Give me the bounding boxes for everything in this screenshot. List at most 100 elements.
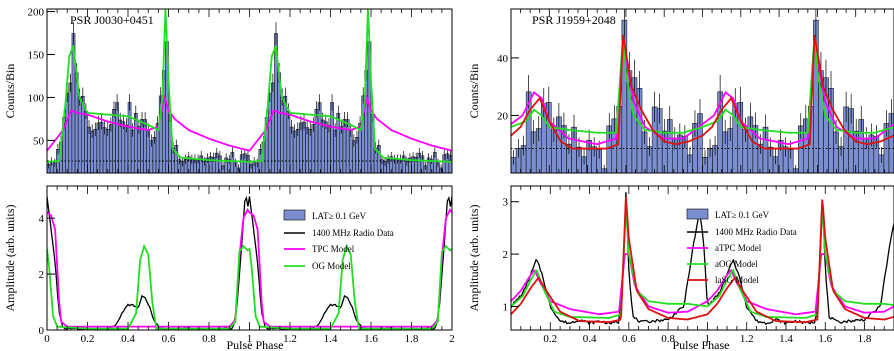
y-tick-label: 20 — [497, 110, 509, 122]
y-tick-label: 100 — [28, 92, 45, 104]
pulsar-label-j0030: PSR J0030+0451 — [70, 13, 154, 27]
x-tick-label: 1.4 — [324, 333, 338, 345]
x-tick-label: 1.2 — [740, 333, 754, 345]
legend-label-tpc: TPC Model — [312, 244, 355, 254]
lat-count-bar — [127, 102, 132, 173]
lat-count-bar — [330, 102, 334, 173]
amplitude-curve-tpc — [47, 208, 452, 328]
xlabel-j1959: Pulse Phase — [673, 338, 730, 351]
lat-count-bar — [342, 119, 347, 173]
lat-count-bar — [68, 82, 73, 173]
x-tick-label: 1.2 — [283, 333, 297, 345]
x-tick-label: 1.6 — [364, 333, 378, 345]
x-tick-label: 0.4 — [121, 333, 135, 345]
lat-count-bar — [96, 122, 101, 173]
y-tick-label: 150 — [28, 50, 45, 62]
x-tick-label: 1.4 — [779, 333, 793, 345]
lat-count-bar — [118, 119, 123, 173]
amplitude-curve-radio — [511, 192, 894, 326]
y-tick-label: 3 — [503, 197, 509, 209]
x-tick-label: 0 — [44, 333, 50, 345]
lat-count-bar — [327, 124, 331, 173]
x-tick-label: 1.8 — [405, 333, 419, 345]
lat-count-bar — [99, 121, 104, 173]
lat-count-bar — [112, 108, 116, 173]
lat-count-bar — [314, 108, 319, 173]
lat-count-bar — [140, 119, 144, 173]
model-curve-sg — [511, 34, 894, 150]
y-tick-label: 2 — [503, 249, 509, 261]
lat-count-bar — [286, 111, 291, 173]
panel-j1959-amplitude: 1 2 3 0.2 0.4 0.6 0.8 1 1.2 1.4 1.6 1.8 — [503, 185, 894, 345]
plot-area — [47, 195, 452, 330]
legend-j1959: LAT≥ 0.1 GeV 1400 MHz Radio Data aTPC Mo… — [686, 208, 797, 285]
legend-label-aog: aOG Model — [715, 259, 758, 269]
x-tick-label: 1 — [705, 333, 711, 345]
plot-area — [47, 9, 452, 173]
lat-count-bar — [336, 113, 341, 173]
plot-area — [511, 192, 894, 326]
amplitude-curve-og — [511, 206, 894, 319]
model-curve-tpc — [47, 93, 452, 152]
y-tick-label: 1 — [503, 301, 509, 313]
lat-count-bar — [271, 82, 275, 173]
y-tick-label: 50 — [33, 135, 45, 147]
amplitude-curve-og — [47, 243, 452, 330]
ylabel-j0030-counts: Counts/Bin — [3, 64, 17, 119]
panel-j0030-amplitude: 0 2 4 0 0.2 0.4 0.6 0.8 1 1.2 1.4 1.6 1.8 2 — [39, 185, 455, 345]
lat-count-bar — [124, 124, 129, 173]
amplitude-curve-sg — [511, 196, 894, 324]
legend-label-lat: LAT≥ 0.1 GeV — [312, 211, 367, 221]
y-tick-label: 0 — [39, 325, 45, 337]
x-tick-label: 0.6 — [162, 333, 176, 345]
plot-frame — [46, 185, 453, 331]
panel-j0030-counts: 50 100 150 200 — [28, 7, 453, 174]
lat-count-bar — [302, 121, 306, 173]
plot-frame — [510, 185, 894, 331]
legend-label-radio-2: 1400 MHz Radio Data — [715, 227, 797, 237]
legend-label-lat-2: LAT≥ 0.1 GeV — [715, 210, 770, 220]
legend-label-og: OG Model — [312, 261, 351, 271]
x-tick-label: 0.4 — [583, 333, 597, 345]
legend-swatch-lat-2 — [686, 208, 709, 220]
legend-swatch-lat — [283, 209, 306, 221]
model-curve-og — [47, 9, 452, 163]
y-tick-label: 40 — [497, 53, 509, 65]
y-tick-label: 4 — [39, 213, 45, 225]
pulsar-label-j1959: PSR J1959+2048 — [532, 13, 616, 27]
legend-label-atpc: aTPC Model — [715, 243, 762, 253]
lat-count-bar — [345, 119, 350, 173]
lat-count-bar — [311, 124, 316, 173]
xlabel-j0030: Pulse Phase — [227, 338, 284, 351]
lat-count-bar — [299, 122, 303, 173]
lat-count-bar — [280, 96, 285, 173]
amplitude-curve-radio — [47, 195, 452, 330]
legend-label-lasg: laSG Model — [715, 275, 759, 285]
x-tick-label: 0.6 — [622, 333, 636, 345]
ylabel-j0030-amplitude: Amplitude (arb. units) — [3, 205, 17, 312]
lat-count-bar — [133, 113, 138, 173]
y-tick-label: 2 — [39, 269, 45, 281]
legend-j0030: LAT≥ 0.1 GeV 1400 MHz Radio Data TPC Mod… — [283, 209, 394, 271]
lat-count-bar — [320, 119, 325, 173]
x-tick-label: 1.6 — [818, 333, 832, 345]
x-tick-label: 0.2 — [543, 333, 557, 345]
x-tick-label: 0.2 — [81, 333, 95, 345]
lat-count-bar — [324, 121, 328, 173]
ylabel-j1959-amplitude: Amplitude (arb. units) — [467, 205, 481, 312]
x-tick-label: 1 — [247, 333, 253, 345]
x-tick-label: 2 — [449, 333, 455, 345]
lat-count-bar — [77, 96, 82, 173]
lat-count-bar — [317, 102, 322, 173]
y-tick-label: 200 — [28, 7, 45, 19]
model-curve-og — [511, 34, 894, 134]
lat-count-bar — [109, 124, 113, 173]
ylabel-j1959-counts: Counts/Bin — [467, 64, 481, 119]
x-tick-label: 0.8 — [202, 333, 216, 345]
x-tick-label: 0.8 — [661, 333, 675, 345]
lat-count-bar — [115, 102, 119, 173]
lat-count-bar — [121, 121, 126, 173]
plot-area — [511, 9, 894, 173]
